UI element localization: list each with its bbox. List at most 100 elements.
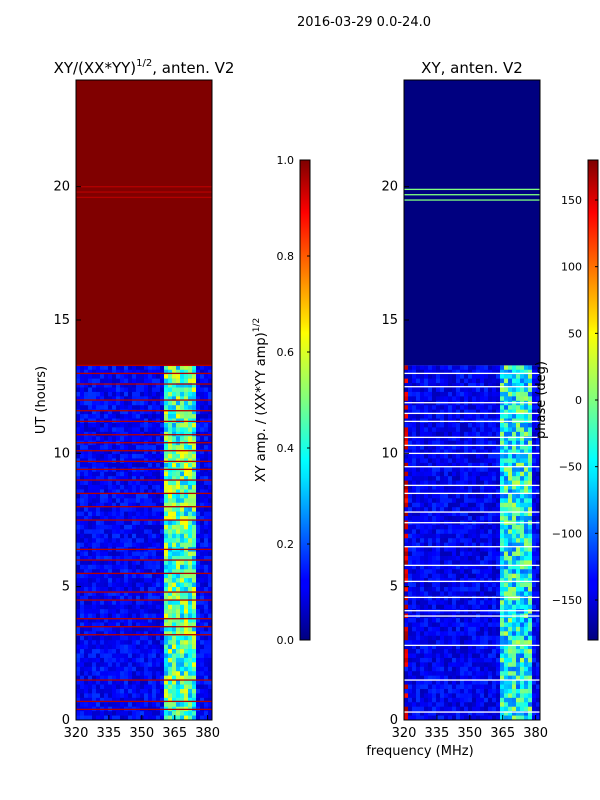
heatmap-cell [432, 396, 437, 402]
heatmap-cell [432, 595, 437, 601]
heatmap-cell [440, 436, 445, 441]
heatmap-cell [428, 542, 433, 548]
heatmap-cell [516, 618, 521, 623]
heatmap-cell [124, 609, 129, 614]
heatmap-cell [148, 591, 153, 597]
heatmap-cell [532, 511, 537, 517]
heatmap-cell [124, 635, 129, 641]
heatmap-cell [488, 471, 493, 477]
heatmap-cell [192, 582, 197, 588]
heatmap-cell [524, 467, 529, 473]
heatmap-cell [532, 524, 537, 530]
heatmap-cell [148, 640, 153, 645]
heatmap-cell [404, 396, 409, 402]
heatmap-cell [188, 374, 193, 379]
heatmap-cell [452, 467, 457, 473]
heatmap-cell [416, 485, 421, 490]
heatmap-cell [484, 529, 489, 535]
heatmap-cell [480, 618, 485, 623]
heatmap-cell [440, 427, 445, 433]
heatmap-cell [172, 449, 177, 455]
heatmap-cell [416, 467, 421, 473]
heatmap-cell [492, 533, 497, 539]
heatmap-cell [536, 405, 541, 410]
heatmap-cell [476, 600, 481, 606]
heatmap-cell [444, 387, 449, 393]
heatmap-cell [204, 542, 209, 548]
heatmap-cell [76, 400, 81, 406]
heatmap-cell [408, 644, 413, 650]
heatmap-cell [456, 467, 461, 473]
heatmap-cell [512, 622, 517, 628]
heatmap-cell [528, 440, 533, 446]
heatmap-cell [84, 680, 89, 685]
left-colorbar-ticks: 0.00.20.40.60.81.0 [277, 154, 310, 647]
heatmap-cell [456, 587, 461, 592]
heatmap-cell [204, 564, 209, 570]
heatmap-cell [160, 498, 165, 504]
heatmap-cell [516, 467, 521, 473]
heatmap-cell [172, 631, 177, 637]
heatmap-cell [140, 391, 145, 397]
heatmap-cell [116, 657, 121, 663]
heatmap-cell [108, 533, 113, 539]
heatmap-cell [88, 657, 93, 663]
heatmap-cell [456, 569, 461, 574]
heatmap-cell [500, 431, 505, 437]
heatmap-cell [100, 471, 105, 477]
heatmap-cell [168, 520, 173, 526]
heatmap-cell [528, 609, 533, 614]
heatmap-cell [504, 427, 509, 433]
heatmap-cell [112, 378, 117, 384]
heatmap-cell [148, 391, 153, 397]
heatmap-cell [152, 684, 157, 690]
heatmap-cell [180, 680, 185, 685]
heatmap-cell [192, 400, 197, 406]
heatmap-cell [180, 396, 185, 402]
heatmap-cell [428, 431, 433, 437]
heatmap-cell [152, 595, 157, 601]
heatmap-cell [460, 493, 465, 499]
heatmap-cell [80, 675, 85, 681]
heatmap-cell [196, 680, 201, 685]
heatmap-cell [96, 591, 101, 597]
heatmap-cell [140, 449, 145, 455]
heatmap-cell [484, 609, 489, 614]
heatmap-cell [508, 414, 513, 419]
heatmap-cell [480, 365, 485, 371]
heatmap-gap-line [76, 679, 212, 681]
heatmap-cell [204, 573, 209, 579]
heatmap-cell [144, 387, 149, 393]
heatmap-cell [96, 405, 101, 410]
heatmap-cell [188, 609, 193, 614]
heatmap-cell [496, 635, 501, 641]
heatmap-cell [488, 383, 493, 388]
x-tick-label: 380 [195, 726, 220, 741]
heatmap-cell [444, 405, 449, 410]
heatmap-cell [436, 471, 441, 477]
heatmap-cell [184, 640, 189, 645]
heatmap-cell [116, 485, 121, 490]
heatmap-cell [140, 400, 145, 406]
heatmap-cell [128, 387, 133, 393]
heatmap-cell [448, 405, 453, 410]
heatmap-cell [100, 564, 105, 570]
heatmap-cell [500, 591, 505, 597]
heatmap-cell [200, 383, 205, 388]
heatmap-cell [524, 436, 529, 441]
heatmap-cell [84, 538, 89, 543]
heatmap-cell [80, 635, 85, 641]
heatmap-cell [92, 662, 97, 668]
heatmap-cell [132, 555, 137, 561]
heatmap-cell [436, 391, 441, 397]
heatmap-cell [516, 449, 521, 455]
heatmap-cell [520, 591, 525, 597]
heatmap-cell [524, 476, 529, 481]
heatmap-cell [412, 587, 417, 592]
heatmap-cell [192, 365, 197, 371]
heatmap-cell [204, 516, 209, 521]
heatmap-cell [104, 391, 109, 397]
heatmap-cell [424, 383, 429, 388]
heatmap-cell [168, 396, 173, 402]
heatmap-cell [424, 409, 429, 415]
